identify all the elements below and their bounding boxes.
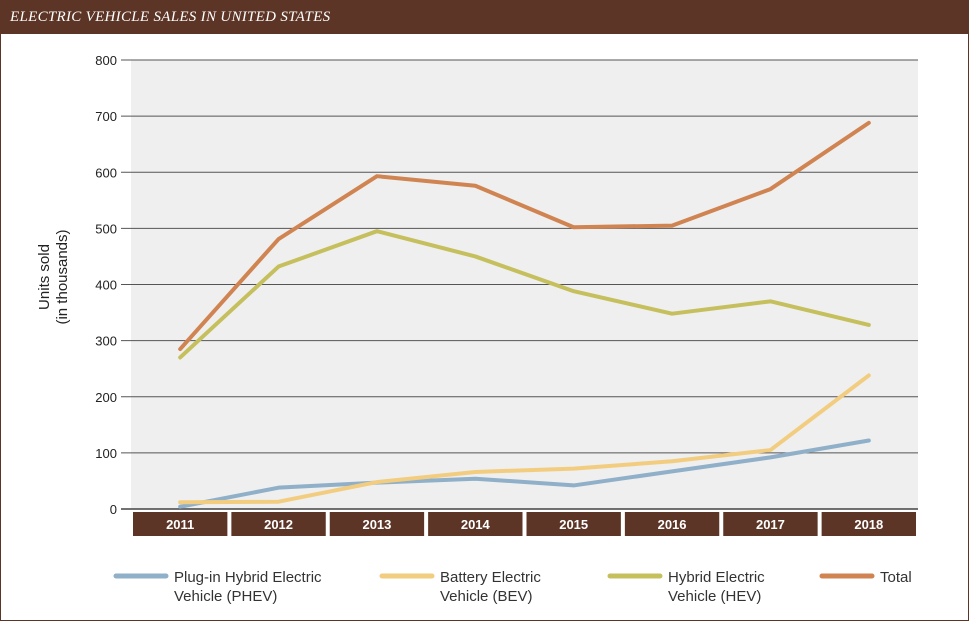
category-cell bbox=[526, 512, 621, 536]
y-tick-label: 400 bbox=[95, 278, 117, 293]
legend-label: Plug-in Hybrid Electric bbox=[174, 569, 322, 586]
series-line-1 bbox=[178, 373, 871, 505]
legend-label: Hybrid Electric bbox=[668, 569, 765, 586]
x-tick-label: 2018 bbox=[854, 517, 883, 532]
x-tick-label: 2013 bbox=[362, 517, 391, 532]
legend-label: Vehicle (HEV) bbox=[668, 588, 761, 605]
y-tick-label: 600 bbox=[95, 165, 117, 180]
x-tick-label: 2017 bbox=[756, 517, 785, 532]
legend: Plug-in Hybrid Electric Vehicle (PHEV) Bat… bbox=[113, 569, 912, 605]
series-lines bbox=[178, 120, 871, 509]
series-line-0 bbox=[178, 438, 871, 509]
series-line-3 bbox=[178, 120, 871, 352]
y-axis-title-line: Units sold bbox=[36, 244, 53, 310]
x-tick-label: 2016 bbox=[658, 517, 687, 532]
x-tick-label: 2015 bbox=[559, 517, 588, 532]
legend-label: Vehicle (BEV) bbox=[440, 588, 533, 605]
category-cell bbox=[723, 512, 818, 536]
category-cell bbox=[329, 512, 425, 536]
y-tick-label: 700 bbox=[95, 109, 117, 124]
y-tick-label: 800 bbox=[95, 53, 117, 68]
x-axis-category-bar: 2011 2012 2013 2014 2015 2016 2017 2018 bbox=[133, 512, 916, 536]
y-tick-label: 200 bbox=[95, 390, 117, 405]
x-tick-label: 2011 bbox=[166, 517, 194, 532]
legend-label: Battery Electric bbox=[440, 569, 541, 586]
y-tick-label: 500 bbox=[95, 221, 117, 236]
y-axis-title-line: (in thousands) bbox=[54, 229, 71, 324]
title-bar: ELECTRIC VEHICLE SALES IN UNITED STATES bbox=[1, 1, 968, 34]
y-tick-label: 0 bbox=[110, 502, 117, 517]
category-cell bbox=[428, 512, 523, 536]
series-line-2 bbox=[178, 229, 871, 360]
chart-title: ELECTRIC VEHICLE SALES IN UNITED STATES bbox=[10, 9, 331, 25]
legend-label: Vehicle (PHEV) bbox=[174, 588, 277, 605]
category-cell bbox=[821, 512, 916, 536]
legend-label: Total bbox=[880, 569, 912, 586]
x-tick-label: 2014 bbox=[461, 517, 491, 532]
y-axis-ticks: 0 100 200 300 400 500 600 700 800 bbox=[95, 53, 117, 517]
category-cell bbox=[133, 512, 228, 536]
y-tick-label: 300 bbox=[95, 334, 117, 349]
y-axis-title: Units sold (in thousands) bbox=[36, 229, 71, 324]
category-cell bbox=[231, 512, 326, 536]
category-cell bbox=[624, 512, 720, 536]
y-tick-label: 100 bbox=[95, 446, 117, 461]
x-tick-label: 2012 bbox=[264, 517, 293, 532]
